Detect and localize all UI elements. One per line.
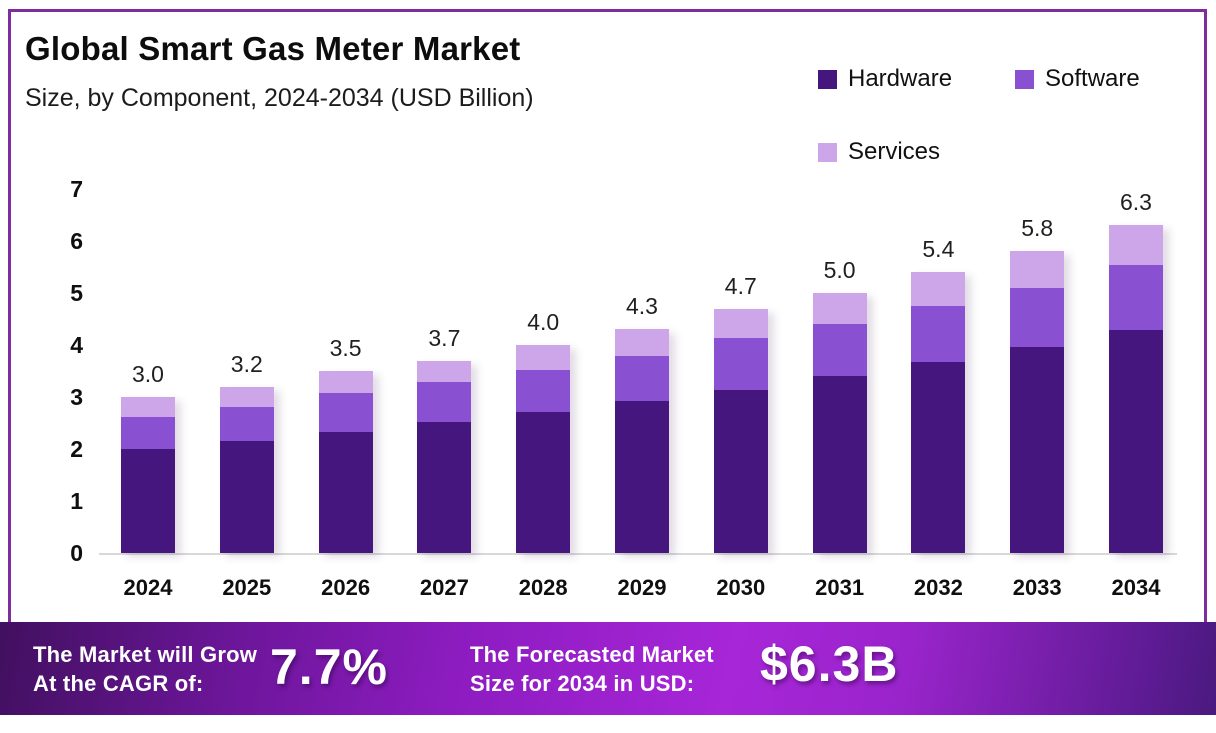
bar-segment-software-2025 (219, 407, 274, 442)
bar-value-label-2033: 5.8 (1021, 215, 1054, 242)
bar-segment-software-2026 (318, 393, 373, 433)
bar-segment-hardware-2024 (121, 448, 175, 553)
bar-segment-services-2033 (1010, 251, 1065, 288)
bar-2025 (219, 386, 274, 553)
software-swatch-icon (1015, 69, 1034, 89)
cagr-label: The Market will Grow At the CAGR of: (33, 640, 257, 698)
bar-2031 (812, 293, 867, 553)
x-axis-label-2032: 2032 (913, 575, 963, 600)
y-axis-tick-7: 7 (70, 176, 83, 202)
bar-value-label-2024: 3.0 (132, 361, 164, 387)
x-axis-label-2024: 2024 (123, 575, 173, 600)
bar-2032 (911, 272, 966, 553)
chart-card: Global Smart Gas Meter Market Size, by C… (8, 9, 1207, 713)
x-axis-label-2026: 2026 (321, 575, 371, 600)
bar-value-label-2031: 5.0 (823, 257, 856, 283)
legend-item-services: Services (818, 138, 940, 166)
bar-segment-services-2026 (318, 371, 373, 394)
x-axis-label-2029: 2029 (617, 575, 667, 600)
x-axis-label-2028: 2028 (518, 575, 568, 600)
legend-label-software: Software (1045, 65, 1140, 92)
bar-segment-services-2034 (1109, 225, 1163, 266)
bar-segment-hardware-2027 (417, 421, 472, 553)
bar-segment-software-2034 (1109, 265, 1163, 331)
bar-segment-software-2027 (417, 382, 472, 422)
bar-2034 (1109, 225, 1163, 553)
bar-segment-services-2024 (121, 397, 175, 417)
cagr-value: 7.7% (270, 639, 388, 695)
hardware-swatch-icon (818, 69, 837, 89)
forecast-value: $6.3B (760, 636, 899, 692)
x-axis-label-2033: 2033 (1012, 575, 1062, 600)
bar-2027 (417, 360, 472, 553)
y-axis-tick-2: 2 (70, 436, 83, 462)
legend-label-hardware: Hardware (848, 65, 953, 92)
bar-segment-software-2033 (1010, 287, 1065, 347)
bar-2033 (1010, 251, 1065, 553)
x-axis-label-2030: 2030 (716, 575, 766, 600)
bar-segment-hardware-2031 (812, 376, 867, 553)
forecast-label-line1: The Forecasted Market (470, 642, 714, 667)
bar-segment-software-2024 (121, 416, 175, 449)
legend-item-software: Software (1015, 65, 1140, 93)
bar-segment-software-2032 (911, 305, 966, 362)
x-axis-line (99, 553, 1177, 555)
bar-segment-software-2030 (713, 338, 768, 391)
bar-segment-services-2030 (713, 308, 768, 339)
bar-segment-hardware-2025 (219, 441, 274, 553)
bar-value-label-2034: 6.3 (1120, 189, 1152, 216)
bar-segment-hardware-2030 (713, 390, 768, 553)
bar-2026 (318, 371, 373, 553)
bar-segment-hardware-2028 (516, 411, 571, 553)
forecast-label: The Forecasted Market Size for 2034 in U… (470, 640, 714, 698)
forecast-label-line2: Size for 2034 in USD: (470, 671, 695, 696)
bar-segment-hardware-2034 (1109, 330, 1163, 553)
bar-value-label-2026: 3.5 (329, 335, 362, 361)
cagr-label-line1: The Market will Grow (33, 642, 258, 667)
bar-2024 (121, 397, 175, 553)
x-axis-label-2025: 2025 (222, 575, 272, 600)
y-axis-tick-0: 0 (70, 540, 83, 566)
y-axis-tick-3: 3 (70, 384, 83, 410)
y-axis-tick-5: 5 (70, 280, 83, 306)
bar-value-label-2025: 3.2 (230, 350, 263, 377)
services-swatch-icon (818, 142, 837, 162)
bar-segment-hardware-2026 (318, 432, 373, 553)
bottom-banner: The Market will Grow At the CAGR of: 7.7… (0, 622, 1216, 715)
bar-value-label-2027: 3.7 (428, 324, 461, 351)
x-axis-label-2034: 2034 (1111, 575, 1161, 600)
page-title: Global Smart Gas Meter Market (25, 30, 521, 67)
page-subtitle: Size, by Component, 2024-2034 (USD Billi… (25, 84, 534, 112)
bar-segment-hardware-2033 (1010, 346, 1065, 553)
bar-segment-services-2027 (417, 360, 472, 383)
bar-segment-services-2029 (615, 329, 669, 357)
bar-segment-hardware-2032 (911, 361, 966, 553)
y-axis-tick-4: 4 (70, 332, 83, 358)
bar-2029 (615, 329, 669, 553)
bar-segment-software-2028 (516, 369, 571, 412)
y-axis-tick-1: 1 (70, 488, 83, 514)
bar-value-label-2029: 4.3 (626, 293, 658, 320)
bar-segment-services-2031 (812, 293, 867, 325)
legend-label-services: Services (848, 138, 941, 165)
bar-segment-software-2031 (812, 324, 867, 377)
legend-item-hardware: Hardware (818, 65, 952, 93)
bar-segment-software-2029 (615, 356, 669, 401)
y-axis-tick-6: 6 (70, 228, 83, 254)
x-axis-label-2031: 2031 (815, 575, 865, 600)
bar-2028 (516, 345, 571, 553)
bar-value-label-2028: 4.0 (527, 309, 560, 335)
bar-chart-plot-area: 0 1 2 3 4 5 6 7 3.0 2024 3.2 2025 3.5 2026 3.7 2027 4.0 2… (11, 12, 1210, 716)
bar-segment-hardware-2029 (615, 400, 669, 553)
bar-value-label-2032: 5.4 (922, 236, 955, 263)
bar-segment-services-2032 (911, 272, 966, 306)
bar-segment-services-2025 (219, 386, 274, 408)
bar-2030 (713, 308, 768, 553)
cagr-label-line2: At the CAGR of: (33, 671, 204, 696)
bar-value-label-2030: 4.7 (724, 272, 757, 299)
x-axis-label-2027: 2027 (419, 575, 469, 600)
bar-segment-services-2028 (516, 345, 571, 370)
